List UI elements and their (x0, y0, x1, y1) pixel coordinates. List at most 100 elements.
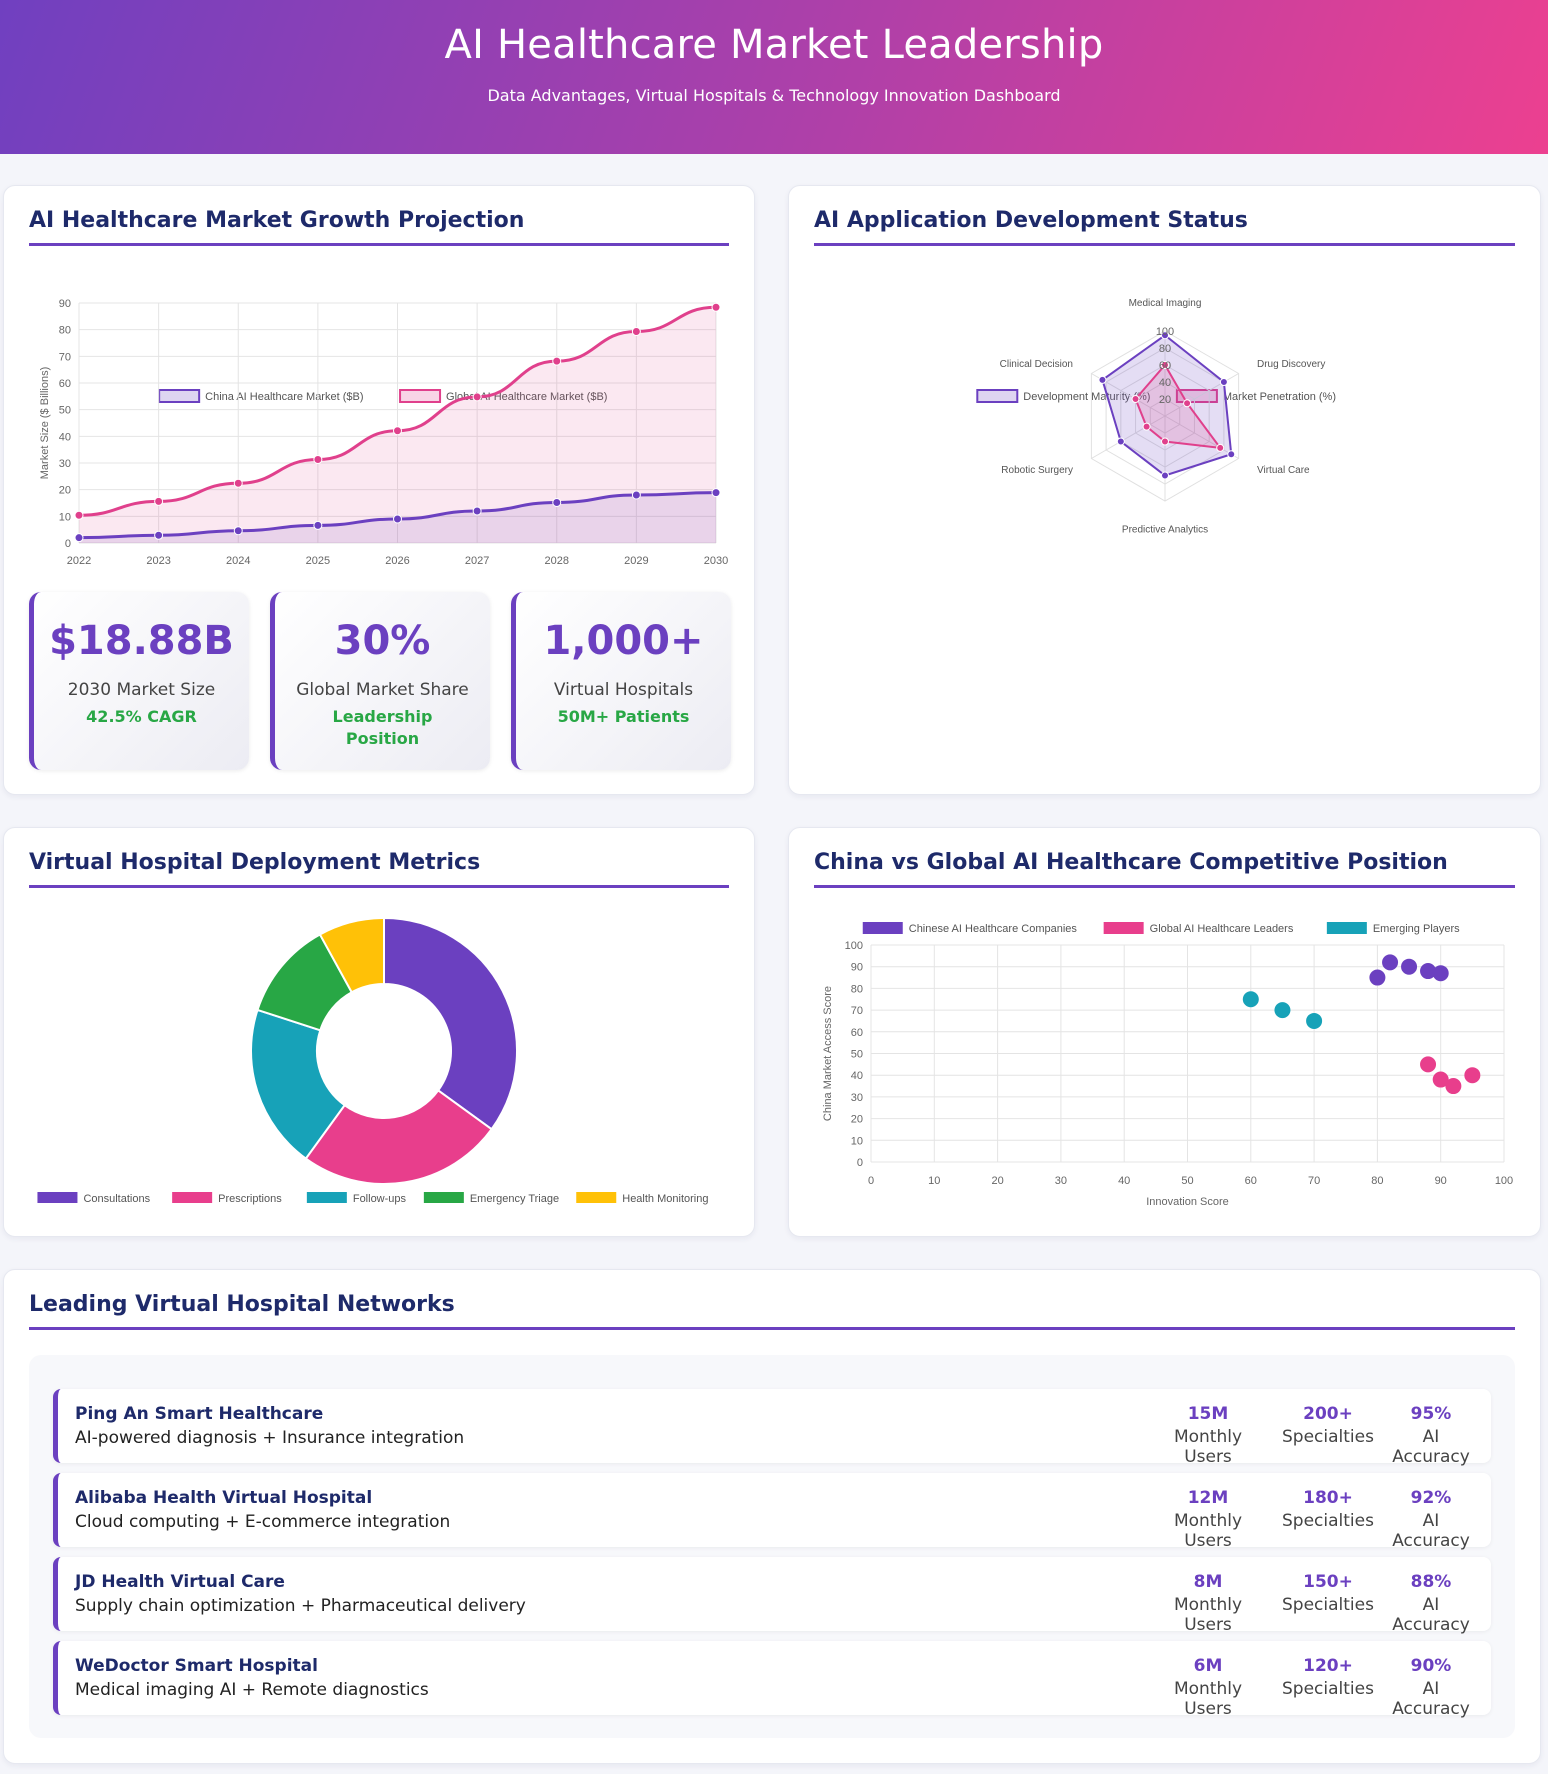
y-tick-label: 80 (851, 983, 863, 995)
growth-card: AI Healthcare Market Growth Projection C… (3, 185, 755, 795)
radar-card: AI Application Development Status Develo… (788, 185, 1541, 795)
x-axis-title: Innovation Score (1146, 1196, 1229, 1208)
legend-label: Emergency Triage (470, 1193, 559, 1205)
x-tick-label: 2025 (306, 555, 330, 567)
stat-label: Global Market Share (296, 680, 469, 700)
network-row: JD Health Virtual Care Supply chain opti… (53, 1557, 1491, 1635)
y-axis-title: China Market Access Score (822, 986, 834, 1121)
x-tick-label: 80 (1371, 1175, 1383, 1187)
legend-swatch (172, 1192, 213, 1203)
radar-point (1161, 331, 1169, 340)
metric-value: 180+ (1303, 1488, 1353, 1508)
dashboard-header: AI Healthcare Market Leadership Data Adv… (0, 0, 1548, 154)
metric-value: 150+ (1303, 1572, 1353, 1592)
metric-label: Specialties (1282, 1679, 1374, 1699)
metric-label: Specialties (1282, 1595, 1374, 1615)
stat-card-market-size: $18.88B 2030 Market Size 42.5% CAGR (29, 592, 249, 770)
metric-label: AI Accuracy (1392, 1427, 1470, 1467)
legend-label: Consultations (83, 1193, 150, 1205)
metric-value: 90% (1410, 1656, 1452, 1676)
y-tick-label: 90 (851, 962, 863, 974)
application-radar-chart: Development Maturity (%) Market Penetrati… (976, 298, 1336, 535)
metric-value: 15M (1187, 1404, 1229, 1424)
radar-point (1098, 375, 1107, 384)
x-tick-label: 0 (868, 1175, 874, 1187)
scatter-point (1242, 991, 1259, 1008)
page-title: AI Healthcare Market Leadership (444, 22, 1104, 68)
doughnut-card: Virtual Hospital Deployment Metrics Cons… (3, 827, 755, 1237)
legend-label: Follow-ups (353, 1193, 407, 1205)
networks-card-title: Leading Virtual Hospital Networks (29, 1292, 1515, 1330)
y-tick-label: 60 (59, 378, 71, 390)
scatter-point (1401, 958, 1418, 975)
x-tick-label: 2029 (624, 555, 648, 567)
networks-list: Ping An Smart Healthcare AI-powered diag… (29, 1355, 1515, 1738)
scatter-point (1420, 1056, 1437, 1073)
network-desc: Medical imaging AI + Remote diagnostics (75, 1680, 429, 1700)
data-point (313, 455, 323, 465)
radar-spoke (1164, 415, 1239, 459)
legend-swatch (1326, 922, 1367, 934)
y-tick-label: 50 (851, 1049, 863, 1061)
metric-value: 6M (1193, 1656, 1223, 1676)
y-tick-label: 100 (845, 940, 863, 952)
y-tick-label: 60 (851, 1027, 863, 1039)
data-point (154, 496, 164, 506)
network-accuracy: 92% AI Accuracy (1383, 1488, 1479, 1551)
network-row: WeDoctor Smart Hospital Medical imaging … (53, 1641, 1491, 1719)
metric-label: Specialties (1282, 1511, 1374, 1531)
y-tick-label: 30 (59, 458, 71, 470)
metric-value: 12M (1187, 1488, 1229, 1508)
scatter-card: China vs Global AI Healthcare Competitiv… (788, 827, 1541, 1237)
radar-tick-label: 100 (1156, 326, 1174, 338)
growth-line-chart: China AI Healthcare Market ($B) Global AI… (39, 298, 728, 567)
x-tick-label: 2030 (704, 555, 728, 567)
y-tick-label: 90 (59, 298, 71, 310)
network-users: 6M Monthly Users (1148, 1656, 1268, 1719)
legend-label: Prescriptions (218, 1193, 282, 1205)
radar-point (1161, 437, 1169, 446)
network-specialties: 120+ Specialties (1278, 1656, 1378, 1699)
radar-tick-label: 20 (1159, 394, 1171, 406)
radar-point (1161, 361, 1169, 369)
legend-swatch (399, 389, 442, 403)
data-point (233, 526, 243, 536)
network-desc: Cloud computing + E-commerce integration (75, 1512, 451, 1532)
y-tick-label: 40 (59, 431, 71, 443)
metric-label: Monthly Users (1173, 1511, 1243, 1551)
metric-value: 95% (1410, 1404, 1452, 1424)
metric-label: Specialties (1282, 1427, 1374, 1447)
network-desc: Supply chain optimization + Pharmaceutic… (75, 1596, 526, 1616)
x-tick-label: 100 (1495, 1175, 1513, 1187)
doughnut-slice (304, 1088, 493, 1185)
y-tick-label: 0 (857, 1157, 863, 1169)
radar-tick-label: 60 (1159, 360, 1171, 372)
stat-sub: Leadership Position (332, 707, 433, 748)
radar-point (1116, 437, 1125, 446)
x-tick-label: 20 (991, 1175, 1003, 1187)
radar-point (1216, 443, 1225, 452)
radar-point (1142, 422, 1151, 431)
x-tick-label: 30 (1055, 1175, 1067, 1187)
x-tick-label: 2024 (226, 555, 250, 567)
metric-label: AI Accuracy (1392, 1511, 1470, 1551)
data-point (393, 426, 402, 436)
legend-label: Health Monitoring (622, 1193, 708, 1205)
legend-swatch (576, 1192, 617, 1203)
legend-swatch (976, 389, 1019, 403)
radar-axis-label: Predictive Analytics (1122, 524, 1208, 535)
legend-label: China AI Healthcare Market ($B) (205, 391, 363, 403)
legend-swatch (423, 1192, 464, 1203)
scatter-point (1382, 954, 1399, 971)
data-point (74, 510, 84, 520)
data-point (631, 327, 641, 337)
stat-label: Virtual Hospitals (553, 680, 694, 700)
radar-axis-label: Robotic Surgery (1001, 465, 1073, 476)
data-point (74, 533, 84, 543)
metric-label: Monthly Users (1173, 1595, 1243, 1635)
radar-axis-label: Drug Discovery (1257, 359, 1325, 370)
network-specialties: 200+ Specialties (1278, 1404, 1378, 1447)
legend-label: Emerging Players (1373, 923, 1460, 935)
x-tick-label: 70 (1308, 1175, 1320, 1187)
scatter-point (1445, 1078, 1462, 1095)
